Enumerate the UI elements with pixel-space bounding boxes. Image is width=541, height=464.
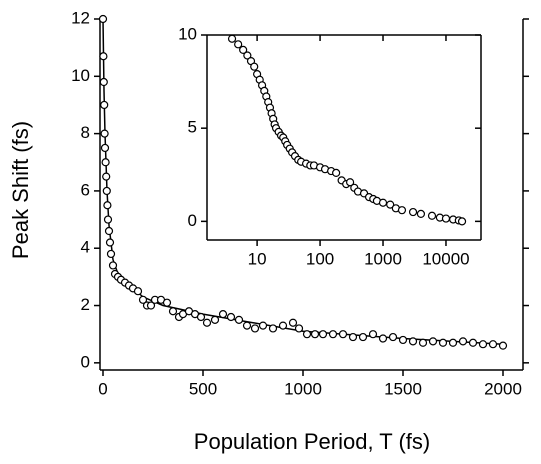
data-point: [106, 249, 116, 259]
data-point: [226, 312, 236, 322]
data-point: [458, 337, 468, 346]
data-point: [310, 330, 320, 339]
data-point: [478, 340, 488, 349]
y-tick-label: 8: [81, 123, 90, 142]
y-tick-label: 4: [81, 238, 90, 257]
data-point: [258, 321, 268, 330]
x-tick-label: 2000: [484, 379, 522, 398]
data-point: [104, 226, 114, 236]
data-point: [102, 186, 111, 196]
x-tick-label: 0: [98, 379, 107, 398]
data-point: [168, 307, 178, 316]
data-point: [100, 100, 109, 110]
data-point: [408, 337, 418, 346]
data-point: [242, 321, 252, 330]
data-point: [196, 312, 206, 322]
data-point: [294, 324, 304, 333]
data-point: [416, 209, 426, 219]
data-point: [488, 340, 498, 349]
data-point: [388, 332, 398, 342]
data-point: [138, 295, 148, 304]
data-point: [105, 238, 115, 247]
data-point: [218, 310, 228, 319]
data-point: [318, 330, 328, 339]
y-axis-label: Peak Shift (fs): [8, 121, 33, 259]
x-tick-label: 1000: [284, 379, 322, 398]
data-point: [234, 315, 244, 324]
data-point: [418, 338, 428, 347]
x-tick-label: 10: [248, 249, 267, 268]
data-point: [348, 332, 358, 342]
data-point: [328, 330, 338, 339]
data-point: [202, 318, 212, 327]
y-tick-label: 10: [178, 24, 197, 43]
data-point: [408, 207, 418, 217]
data-point: [99, 52, 108, 61]
x-tick-label: 10000: [422, 249, 469, 268]
fit-line: [102, 18, 504, 345]
data-point: [302, 330, 312, 339]
data-point: [239, 45, 248, 55]
data-point: [250, 62, 259, 71]
data-point: [332, 168, 341, 178]
data-point: [378, 198, 388, 207]
x-axis-label: Population Period, T (fs): [194, 429, 430, 454]
data-point: [498, 341, 508, 350]
data-point: [468, 338, 478, 347]
data-point: [210, 315, 220, 324]
data-point: [146, 301, 156, 310]
data-point: [288, 318, 298, 327]
data-point: [268, 324, 278, 333]
y-tick-label: 2: [81, 295, 90, 314]
data-point: [378, 334, 388, 343]
data-point: [338, 330, 348, 339]
data-point: [100, 143, 110, 153]
data-point: [398, 335, 408, 345]
data-point: [103, 201, 112, 210]
y-tick-label: 10: [71, 66, 90, 85]
data-point: [428, 337, 438, 346]
data-point: [100, 129, 109, 138]
data-point: [98, 14, 108, 24]
y-tick-label: 5: [188, 118, 197, 137]
y-tick-label: 0: [81, 352, 90, 371]
x-tick-label: 500: [189, 379, 217, 398]
data-point: [438, 338, 448, 347]
data-point: [346, 178, 355, 187]
y-tick-label: 0: [188, 211, 197, 230]
data-point: [457, 217, 467, 226]
data-point: [101, 158, 110, 167]
data-point: [427, 211, 437, 220]
data-point: [441, 214, 451, 223]
data-point: [133, 287, 143, 296]
x-tick-label: 1000: [364, 249, 402, 268]
data-point: [108, 261, 118, 270]
data-point: [448, 338, 458, 347]
data-point: [358, 332, 368, 342]
data-point: [278, 321, 288, 330]
data-point: [397, 206, 407, 215]
data-point: [103, 215, 113, 224]
data-point: [386, 200, 395, 209]
data-point: [368, 330, 378, 339]
data-point: [102, 172, 111, 181]
x-tick-label: 100: [306, 249, 334, 268]
x-tick-label: 1500: [384, 379, 422, 398]
data-point: [227, 34, 237, 43]
data-point: [243, 51, 252, 60]
data-point: [162, 298, 172, 307]
y-tick-label: 6: [81, 180, 90, 199]
y-tick-label: 12: [71, 8, 90, 27]
data-point: [99, 77, 108, 87]
data-point: [250, 324, 260, 333]
data-point: [234, 40, 243, 49]
